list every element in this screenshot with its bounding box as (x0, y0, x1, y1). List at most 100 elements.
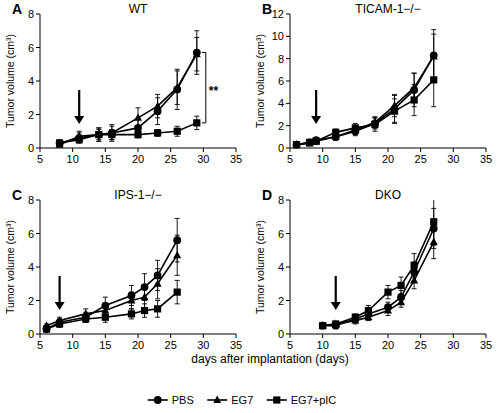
series-line (60, 123, 197, 143)
marker (154, 102, 162, 109)
y-tick (286, 334, 290, 335)
panel-title: TICAM-1−/− (355, 2, 420, 16)
error-cap (386, 315, 391, 316)
y-tick (36, 334, 40, 335)
x-tick-label: 20 (132, 153, 144, 165)
marker (95, 131, 103, 139)
error-cap (399, 307, 404, 308)
error-cap (194, 116, 199, 117)
error-cap (155, 117, 160, 118)
marker (141, 307, 148, 314)
series-line (297, 55, 434, 144)
marker (332, 320, 340, 327)
error-cap (103, 312, 108, 313)
error-cap (175, 136, 180, 137)
y-tick-label: 4 (278, 261, 284, 273)
error-cap (83, 308, 88, 309)
y-tick (36, 200, 40, 201)
marker (306, 139, 313, 146)
y-tick (286, 300, 290, 301)
y-tick (36, 267, 40, 268)
panel-label: C (12, 187, 22, 203)
error-cap (386, 302, 391, 303)
x-tick-label: 15 (99, 153, 111, 165)
x-tick-label: 15 (349, 153, 361, 165)
y-tick (286, 233, 290, 234)
error-cap (155, 94, 160, 95)
y-tick (286, 125, 290, 126)
x-tick-label: 5 (287, 339, 293, 351)
error-cap (353, 134, 358, 135)
marker (352, 124, 359, 131)
panel-title: WT (129, 2, 148, 16)
y-tick-label: 4 (28, 75, 34, 87)
panel-title: IPS-1−/− (114, 188, 161, 202)
x-tick-label: 15 (99, 339, 111, 351)
marker (141, 293, 149, 300)
marker (173, 251, 181, 258)
error-cap (372, 117, 377, 118)
error-cap (412, 115, 417, 116)
x-tick-label: 5 (287, 153, 293, 165)
error-cap (412, 253, 417, 254)
error-cap (96, 141, 101, 142)
marker (397, 298, 405, 305)
error-cap (392, 123, 397, 124)
error-cap (372, 116, 377, 117)
y-tick-label: 0 (278, 142, 284, 154)
legend-marker (273, 396, 280, 403)
x-tick (40, 148, 41, 152)
marker (173, 83, 181, 90)
error-cap (155, 317, 160, 318)
error-cap (103, 297, 108, 298)
plot-area (319, 200, 438, 330)
error-cap (175, 218, 180, 219)
treatment-arrow (55, 276, 65, 310)
error-cap (109, 139, 114, 140)
x-tick-label: 35 (230, 339, 242, 351)
error-cap (96, 139, 101, 140)
legend-label: EG7+pIC (291, 394, 337, 406)
marker (95, 130, 103, 137)
marker (293, 140, 301, 147)
y-tick (36, 300, 40, 301)
error-cap (109, 139, 114, 140)
treatment-arrow (74, 90, 84, 124)
marker (193, 50, 201, 57)
error-cap (399, 297, 404, 298)
legend: PBSEG7EG7+pIC (148, 394, 337, 406)
error-cap (175, 275, 180, 276)
x-tick (138, 334, 139, 338)
x-tick (388, 148, 389, 152)
legend-label: EG7 (231, 394, 253, 406)
y-tick (286, 148, 290, 149)
legend-marker (213, 396, 221, 403)
series-line (47, 292, 178, 329)
x-tick-label: 5 (37, 153, 43, 165)
x-tick-label: 35 (480, 153, 492, 165)
x-tick-label: 20 (382, 339, 394, 351)
error-cap (386, 285, 391, 286)
x-tick-label: 25 (415, 339, 427, 351)
y-tick-label: 2 (278, 295, 284, 307)
x-tick-label: 30 (447, 339, 459, 351)
x-tick (290, 148, 291, 152)
error-cap (136, 107, 141, 108)
plot-area (56, 31, 201, 148)
figure: 024685101520253035AWTTumor volume (cm³)*… (0, 0, 500, 413)
marker (43, 325, 50, 332)
series-line (47, 255, 178, 325)
y-tick (286, 14, 290, 15)
error-cap (412, 84, 417, 85)
y-tick-label: 2 (278, 120, 284, 132)
marker (410, 276, 418, 283)
error-cap (109, 124, 114, 125)
error-cap (142, 285, 147, 286)
series-line (47, 240, 178, 329)
treatment-arrow (311, 90, 321, 124)
legend-item: EG7 (207, 394, 253, 406)
y-tick (36, 14, 40, 15)
x-axis-label: days after implantation (days) (191, 352, 348, 366)
error-cap (175, 69, 180, 70)
y-tick-label: 2 (28, 295, 34, 307)
